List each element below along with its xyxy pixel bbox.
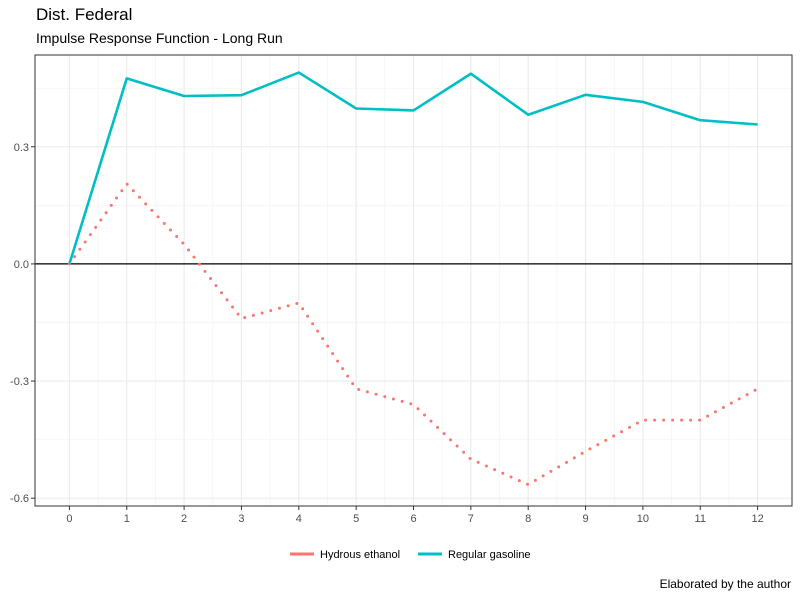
x-tick-label: 12: [751, 513, 763, 525]
y-tick-label: 0.3: [14, 142, 29, 154]
x-tick-label: 8: [525, 513, 531, 525]
y-tick-label: -0.6: [10, 493, 29, 505]
x-tick-label: 1: [124, 513, 130, 525]
x-tick-label: 3: [238, 513, 244, 525]
x-tick-label: 2: [181, 513, 187, 525]
series-line-1: [68, 71, 758, 265]
x-tick-label: 4: [296, 513, 302, 525]
legend: Hydrous ethanol Regular gasoline: [290, 549, 531, 561]
series-group: [67, 71, 760, 487]
chart-title: Dist. Federal: [36, 5, 133, 24]
x-tick-label: 6: [410, 513, 416, 525]
y-tick-label: -0.3: [10, 376, 29, 388]
x-tick-label: 10: [637, 513, 649, 525]
x-tick-label: 11: [695, 513, 706, 525]
x-tick-label: 0: [66, 513, 72, 525]
y-axis: -0.6 -0.3 0.0 0.3: [10, 142, 35, 505]
legend-label-0: Hydrous ethanol: [320, 549, 400, 561]
legend-label-1: Regular gasoline: [448, 549, 531, 561]
chart-caption: Elaborated by the author: [659, 577, 791, 591]
x-tick-label: 7: [468, 513, 474, 525]
x-axis: 0 1 2 3 4 5 6 7 8 9 10 11 12: [66, 506, 764, 525]
grid: [35, 55, 792, 506]
chart-subtitle: Impulse Response Function - Long Run: [36, 30, 283, 46]
y-tick-label: 0.0: [14, 259, 29, 271]
x-tick-label: 9: [582, 513, 588, 525]
x-tick-label: 5: [353, 513, 359, 525]
